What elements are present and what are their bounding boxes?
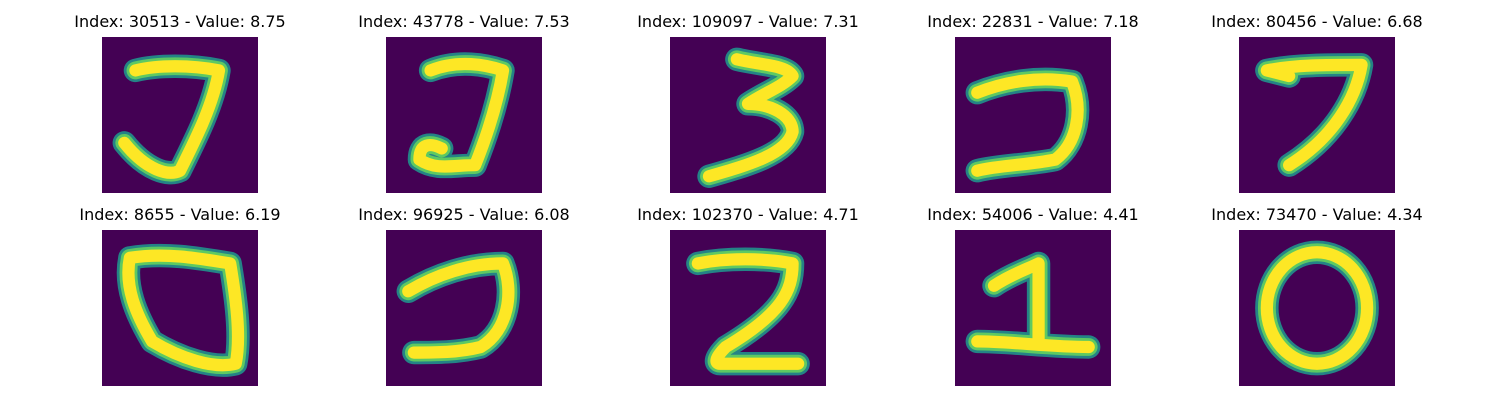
panel-title: Index: 96925 - Value: 6.08 [344,205,584,225]
panel-title: Index: 80456 - Value: 6.68 [1197,12,1437,32]
digit-image [955,230,1111,386]
panel-title: Index: 22831 - Value: 7.18 [913,12,1153,32]
digit-image [102,37,258,193]
panel-title: Index: 73470 - Value: 4.34 [1197,205,1437,225]
panel-title: Index: 102370 - Value: 4.71 [628,205,868,225]
digit-image [102,230,258,386]
digit-image [386,37,542,193]
digit-image [1239,37,1395,193]
digit-image [386,230,542,386]
panel-title: Index: 43778 - Value: 7.53 [344,12,584,32]
digit-image [670,230,826,386]
digit-image [955,37,1111,193]
panel-title: Index: 109097 - Value: 7.31 [628,12,868,32]
panel-title: Index: 8655 - Value: 6.19 [60,205,300,225]
panel-title: Index: 30513 - Value: 8.75 [60,12,300,32]
digit-image [670,37,826,193]
panel-title: Index: 54006 - Value: 4.41 [913,205,1153,225]
digit-image [1239,230,1395,386]
